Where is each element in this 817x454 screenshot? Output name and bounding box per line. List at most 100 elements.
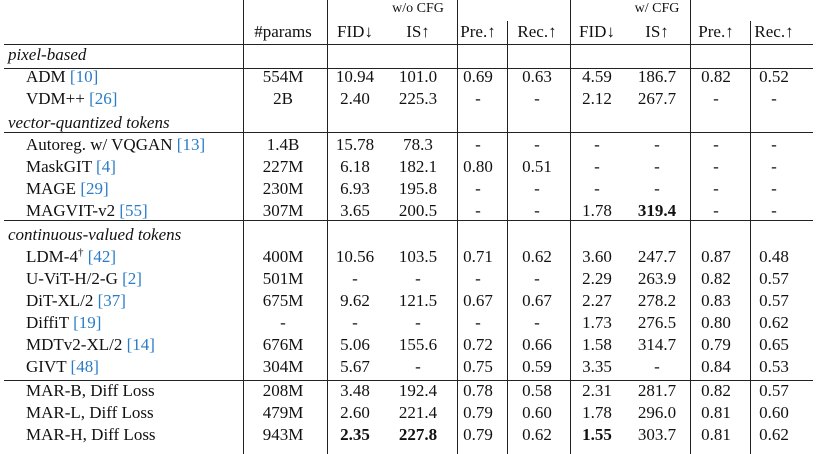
value-cell: 195.8	[398, 179, 438, 198]
value-cell: 0.52	[759, 67, 789, 86]
method-name: GIVT [48]	[26, 356, 99, 378]
method-label: GIVT	[26, 357, 67, 376]
value-cell: -	[475, 179, 481, 198]
value-cell: 2.60	[340, 403, 370, 422]
column-divider	[457, 0, 458, 454]
column-header: IS↑	[645, 22, 669, 41]
value-cell: 5.06	[340, 335, 370, 354]
value-cell: 2.31	[582, 381, 612, 400]
value-cell: 0.82	[701, 381, 731, 400]
value-cell: 1.78	[582, 201, 612, 220]
value-cell: -	[713, 135, 719, 154]
column-divider	[690, 0, 691, 454]
column-header: FID↓	[337, 22, 373, 41]
method-name: MAR-H, Diff Loss	[26, 424, 156, 446]
value-cell: 0.51	[522, 157, 552, 176]
table-row: ADM [10] 554M 10.94 101.0 0.69 0.63 4.59 186.7 0…	[0, 66, 817, 88]
value-cell: -	[475, 201, 481, 220]
table-row: VDM++ [26] 2B 2.40 225.3 - - 2.12 267.7 - -	[0, 88, 817, 110]
value-cell: 0.71	[463, 247, 493, 266]
value-cell: 0.62	[522, 425, 552, 444]
table-row: MAR-L, Diff Loss 479M 2.60 221.4 0.79 0.60 1.7…	[0, 402, 817, 424]
citation-link: [42]	[87, 247, 117, 266]
value-cell: 155.6	[398, 335, 438, 354]
value-cell: 227M	[262, 157, 304, 176]
value-cell: 0.66	[522, 335, 552, 354]
method-name: MDTv2-XL/2 [14]	[26, 334, 155, 356]
value-cell: 554M	[262, 67, 304, 86]
value-cell: -	[280, 313, 286, 332]
value-cell: 186.7	[637, 67, 677, 86]
table-row: MAR-B, Diff Loss 208M 3.48 192.4 0.78 0.58 2.3…	[0, 380, 817, 402]
value-cell: 182.1	[398, 157, 438, 176]
value-cell: -	[475, 313, 481, 332]
value-cell: -	[415, 357, 421, 376]
value-cell: 5.67	[340, 357, 370, 376]
value-cell: 6.18	[340, 157, 370, 176]
value-cell: 400M	[262, 247, 304, 266]
value-cell: 3.35	[582, 357, 612, 376]
value-cell: 0.81	[701, 403, 731, 422]
value-cell: 0.75	[463, 357, 493, 376]
value-cell: -	[713, 157, 719, 176]
table-row: Autoreg. w/ VQGAN [13] 1.4B 15.78 78.3 - - - - -…	[0, 134, 817, 156]
table-row: GIVT [48] 304M 5.67 - 0.75 0.59 3.35 - 0.84 0.53	[0, 356, 817, 378]
value-cell: 9.62	[340, 291, 370, 310]
value-cell: 314.7	[637, 335, 677, 354]
value-cell: 0.67	[522, 291, 552, 310]
value-cell: 6.93	[340, 179, 370, 198]
value-cell: 0.87	[701, 247, 731, 266]
value-cell: -	[415, 313, 421, 332]
method-name: LDM-4† [42]	[26, 246, 116, 268]
column-header-row: #params FID↓ IS↑ Pre.↑ Rec.↑ FID↓ IS↑ Pre.↑ Rec.…	[0, 21, 817, 43]
value-cell: 208M	[262, 381, 304, 400]
value-cell: 0.79	[463, 403, 493, 422]
value-cell: 0.58	[522, 381, 552, 400]
value-cell: 2.12	[582, 89, 612, 108]
value-cell: 0.60	[759, 403, 789, 422]
method-label: DiffiT	[26, 313, 69, 332]
value-cell: 307M	[262, 201, 304, 220]
value-cell: 10.56	[335, 247, 375, 266]
table-row: DiffiT [19] - - - - - 1.73 276.5 0.80 0.62	[0, 312, 817, 334]
citation-link: [37]	[97, 291, 126, 310]
method-name: VDM++ [26]	[26, 88, 117, 110]
column-header: Rec.↑	[754, 22, 794, 41]
method-label: Autoreg. w/ VQGAN	[26, 135, 173, 154]
value-cell: 78.3	[403, 135, 433, 154]
value-cell: -	[534, 179, 540, 198]
value-cell: 0.80	[463, 157, 493, 176]
citation-link: [4]	[96, 157, 116, 176]
value-cell: 200.5	[398, 201, 438, 220]
value-cell: 0.62	[759, 313, 789, 332]
group-header-without-cfg: w/o CFG	[392, 1, 444, 16]
value-cell: 0.57	[759, 381, 789, 400]
section-label: pixel-based	[8, 45, 87, 64]
value-cell: -	[475, 89, 481, 108]
column-header: #params	[254, 22, 312, 41]
value-cell: -	[654, 357, 660, 376]
value-cell: 227.8	[398, 425, 438, 444]
table-row: MAR-H, Diff Loss 943M 2.35 227.8 0.79 0.62 1.5…	[0, 424, 817, 446]
value-cell: 0.79	[463, 425, 493, 444]
value-cell: 0.72	[463, 335, 493, 354]
table-row: MDTv2-XL/2 [14] 676M 5.06 155.6 0.72 0.66 1.58…	[0, 334, 817, 356]
value-cell: 0.79	[701, 335, 731, 354]
value-cell: -	[534, 201, 540, 220]
method-name: MAR-B, Diff Loss	[26, 380, 155, 402]
value-cell: 304M	[262, 357, 304, 376]
value-cell: -	[352, 269, 358, 288]
value-cell: 230M	[262, 179, 304, 198]
value-cell: 0.60	[522, 403, 552, 422]
value-cell: 0.84	[701, 357, 731, 376]
citation-link: [19]	[73, 313, 102, 332]
value-cell: 15.78	[335, 135, 375, 154]
table-row: DiT-XL/2 [37] 675M 9.62 121.5 0.67 0.67 2.27 27…	[0, 290, 817, 312]
value-cell: 303.7	[637, 425, 677, 444]
method-label: ADM	[26, 67, 66, 86]
value-cell: 675M	[262, 291, 304, 310]
column-divider	[507, 21, 508, 454]
value-cell: 676M	[262, 335, 304, 354]
value-cell: -	[594, 135, 600, 154]
value-cell: 501M	[262, 269, 304, 288]
